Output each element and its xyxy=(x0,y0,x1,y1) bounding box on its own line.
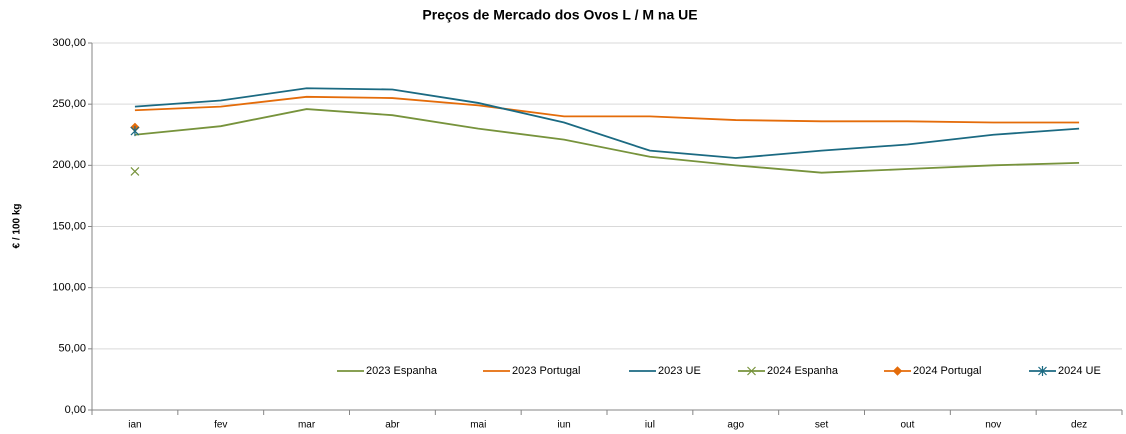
line xyxy=(134,108,1080,174)
legend-label: 2024 UE xyxy=(1058,365,1101,377)
y-tick-label: 150,00 xyxy=(52,220,86,232)
legend-label: 2024 Espanha xyxy=(767,365,839,377)
x-tick-label: mai xyxy=(470,420,486,431)
legend-label: 2023 Espanha xyxy=(366,365,438,377)
legend-label: 2023 UE xyxy=(658,365,701,377)
x-tick-label: set xyxy=(815,420,829,431)
marker xyxy=(1038,366,1047,376)
legend: 2023 Espanha 2023 Portugal 2023 UE 2024 Esp… xyxy=(337,365,1101,377)
y-tick-label: 50,00 xyxy=(58,343,86,355)
x-tick-label: dez xyxy=(1071,420,1087,431)
marker xyxy=(892,366,903,376)
y-tick-label: 250,00 xyxy=(52,98,86,110)
x-tick-label: iul xyxy=(645,420,655,431)
y-tick-label: 0,00 xyxy=(65,404,86,416)
x-tick-label: out xyxy=(900,420,914,431)
x-tick-label: fev xyxy=(214,420,227,431)
line xyxy=(134,87,1080,159)
y-tick-label: 300,00 xyxy=(52,37,86,49)
legend-label: 2023 Portugal xyxy=(512,365,581,377)
x-tick-label: ago xyxy=(727,420,744,431)
line xyxy=(134,95,1080,124)
legend-label: 2024 Portugal xyxy=(913,365,982,377)
x-tick-label: iun xyxy=(557,420,570,431)
y-axis-label: € / 100 kg xyxy=(12,203,23,248)
x-tick-label: mar xyxy=(298,420,316,431)
marker xyxy=(747,366,756,376)
y-tick-label: 200,00 xyxy=(52,159,86,171)
marker xyxy=(130,167,140,176)
x-tick-label: nov xyxy=(985,420,1001,431)
x-tick-label: ian xyxy=(128,420,141,431)
y-tick-label: 100,00 xyxy=(52,282,86,294)
chart-title: Preços de Mercado dos Ovos L / M na UE xyxy=(422,7,697,23)
marker xyxy=(130,126,140,137)
x-tick-label: abr xyxy=(385,420,400,431)
